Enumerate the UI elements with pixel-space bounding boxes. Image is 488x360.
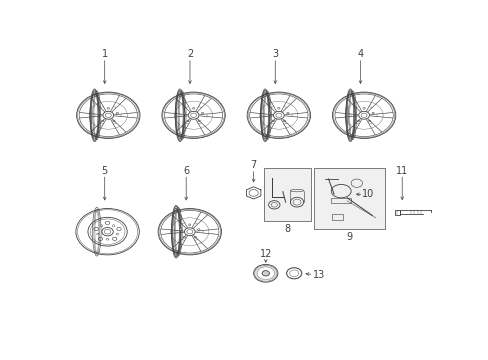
Circle shape	[353, 112, 355, 114]
Text: 5: 5	[102, 166, 108, 176]
Circle shape	[286, 112, 288, 114]
Circle shape	[116, 233, 119, 235]
Circle shape	[257, 267, 274, 280]
Text: 2: 2	[186, 49, 193, 59]
Circle shape	[102, 120, 103, 122]
Circle shape	[117, 228, 121, 231]
Circle shape	[194, 237, 196, 238]
Circle shape	[98, 237, 102, 240]
Circle shape	[97, 233, 99, 235]
Text: 12: 12	[259, 249, 271, 259]
Circle shape	[272, 120, 274, 122]
Text: 6: 6	[183, 166, 189, 176]
Circle shape	[105, 221, 110, 225]
Bar	[264, 168, 311, 221]
Circle shape	[254, 265, 276, 282]
Text: 7: 7	[250, 160, 256, 170]
Text: 13: 13	[312, 270, 325, 280]
Text: 3: 3	[272, 49, 278, 59]
Circle shape	[107, 108, 109, 109]
Circle shape	[183, 237, 185, 238]
Circle shape	[277, 108, 280, 109]
Text: 8: 8	[284, 224, 290, 234]
Circle shape	[179, 229, 182, 230]
Bar	[330, 198, 350, 203]
Text: 4: 4	[357, 49, 363, 59]
Circle shape	[262, 271, 269, 276]
Circle shape	[198, 120, 200, 122]
Bar	[394, 210, 399, 215]
Circle shape	[112, 225, 115, 226]
Circle shape	[183, 112, 185, 114]
Circle shape	[106, 238, 109, 240]
Circle shape	[283, 120, 285, 122]
Circle shape	[186, 120, 189, 122]
Circle shape	[100, 225, 102, 226]
Bar	[331, 214, 342, 220]
Circle shape	[197, 229, 200, 230]
Text: 9: 9	[346, 232, 351, 242]
Circle shape	[362, 108, 365, 109]
Circle shape	[113, 120, 115, 122]
Circle shape	[188, 224, 190, 226]
Bar	[314, 168, 385, 229]
Circle shape	[116, 112, 118, 114]
Circle shape	[98, 112, 100, 114]
Text: 11: 11	[395, 166, 407, 176]
Circle shape	[268, 112, 270, 114]
Circle shape	[201, 112, 203, 114]
Circle shape	[357, 120, 359, 122]
Circle shape	[371, 112, 373, 114]
Circle shape	[112, 237, 117, 240]
Text: 1: 1	[102, 49, 107, 59]
Circle shape	[94, 228, 98, 231]
Circle shape	[192, 108, 194, 109]
Text: 10: 10	[361, 189, 373, 199]
Circle shape	[368, 120, 370, 122]
